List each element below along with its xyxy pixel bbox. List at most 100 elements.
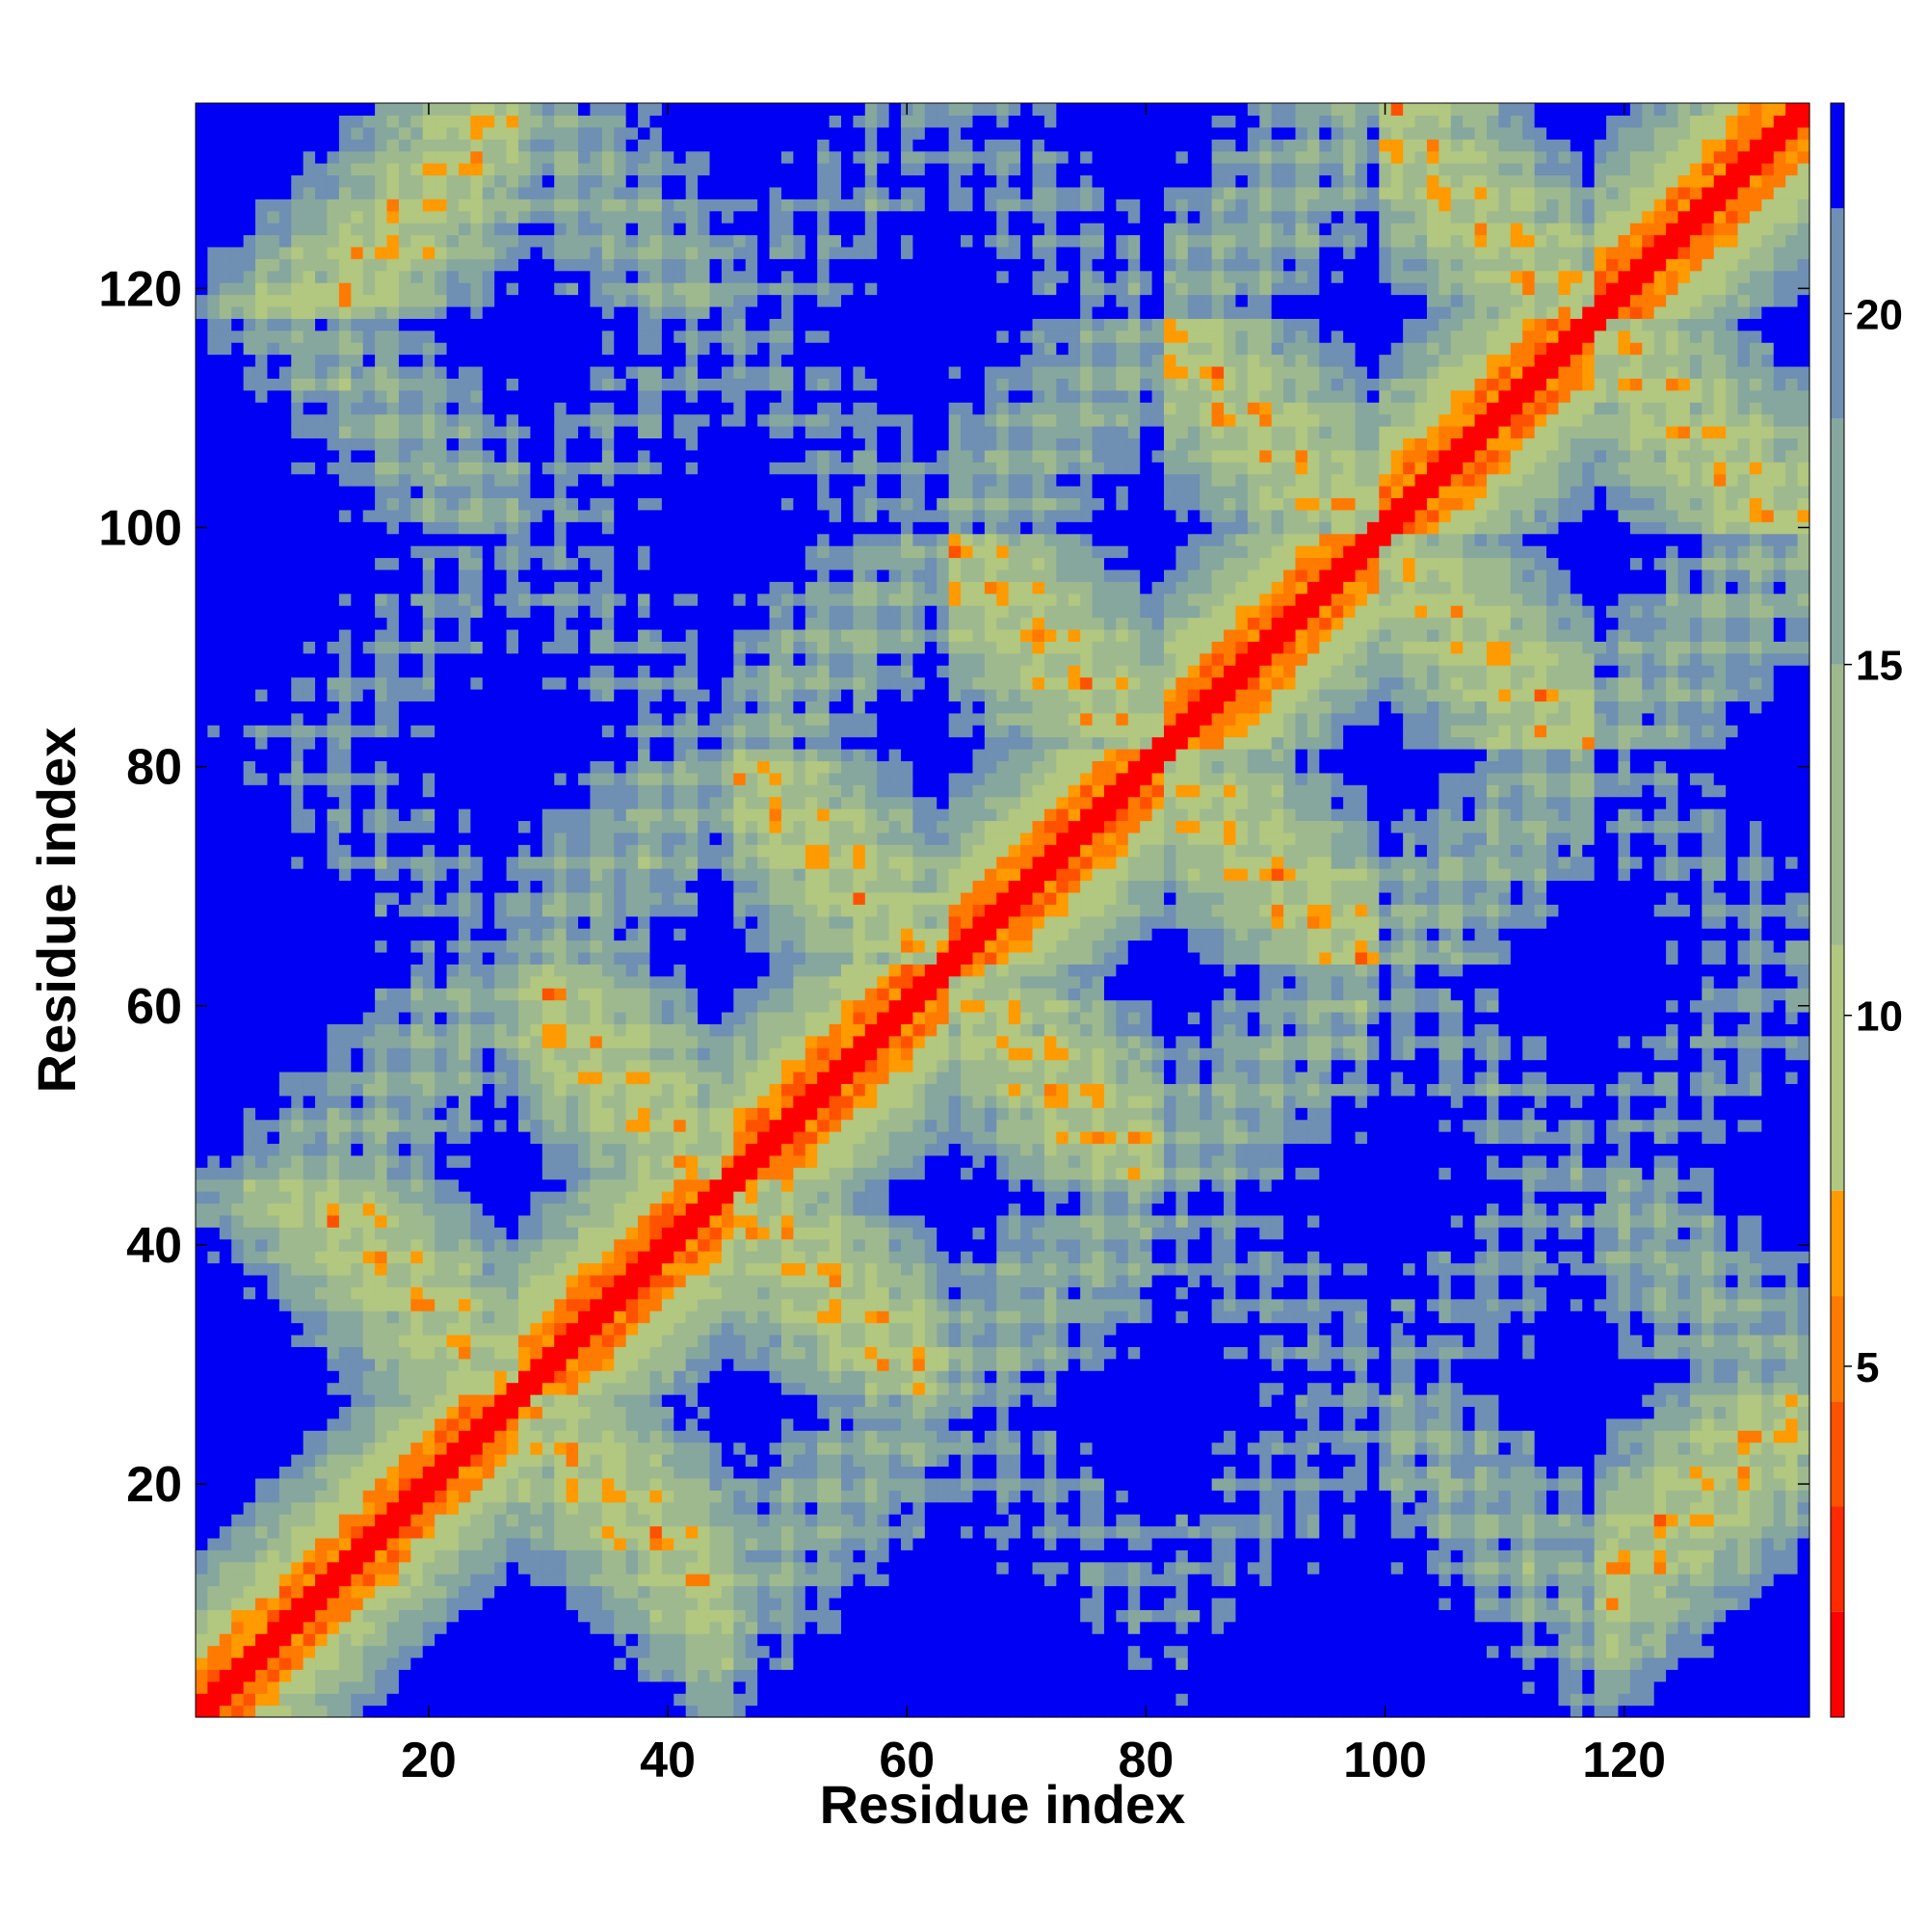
heatmap-cell [566, 246, 579, 259]
heatmap-cell [278, 342, 292, 356]
heatmap-cell [219, 712, 232, 726]
heatmap-cell [207, 1621, 221, 1634]
heatmap-cell [327, 832, 340, 845]
heatmap-cell [458, 1561, 471, 1575]
heatmap-cell [446, 354, 460, 367]
heatmap-cell [351, 318, 364, 331]
heatmap-cell [578, 1549, 592, 1563]
heatmap-cell [482, 557, 495, 570]
heatmap-cell [530, 820, 543, 834]
heatmap-cell [231, 904, 245, 917]
heatmap-cell [386, 641, 400, 654]
heatmap-cell [494, 1537, 508, 1550]
heatmap-cell [458, 282, 471, 296]
heatmap-cell [338, 928, 352, 941]
heatmap-cell [231, 628, 245, 642]
heatmap-cell [398, 497, 411, 511]
heatmap-cell [530, 282, 543, 296]
heatmap-cell [566, 330, 579, 343]
heatmap-cell [614, 1430, 627, 1443]
heatmap-cell [243, 1178, 256, 1192]
heatmap-cell [494, 880, 508, 893]
heatmap-cell [494, 1214, 508, 1228]
heatmap-cell [362, 844, 376, 858]
heatmap-cell [625, 1072, 639, 1085]
heatmap-cell [554, 688, 568, 701]
heatmap-cell [351, 1430, 364, 1443]
heatmap-cell [518, 389, 532, 403]
heatmap-cell [278, 1597, 292, 1610]
heatmap-cell [291, 533, 304, 546]
heatmap-cell [566, 891, 579, 905]
heatmap-cell [458, 844, 471, 858]
heatmap-cell [219, 1633, 232, 1647]
heatmap-cell [446, 617, 460, 630]
heatmap-cell [291, 569, 304, 582]
heatmap-cell [446, 365, 460, 379]
heatmap-cell [303, 198, 316, 212]
heatmap-cell [303, 1561, 316, 1575]
heatmap-cell [315, 1047, 329, 1061]
heatmap-cell [410, 378, 424, 391]
heatmap-cell [566, 1334, 579, 1347]
heatmap-cell [470, 725, 484, 738]
heatmap-cell [386, 1382, 400, 1395]
heatmap-cell [554, 617, 568, 630]
heatmap-cell [291, 856, 304, 869]
heatmap-cell [601, 115, 615, 128]
heatmap-cell [530, 1454, 543, 1468]
heatmap-cell [386, 103, 400, 117]
heatmap-cell [601, 402, 615, 415]
heatmap-cell [566, 772, 579, 785]
heatmap-cell [351, 832, 364, 845]
heatmap-cell [566, 1346, 579, 1360]
heatmap-cell [278, 1227, 292, 1240]
heatmap-cell [255, 223, 269, 236]
heatmap-cell [243, 1669, 256, 1682]
heatmap-cell [267, 1334, 280, 1347]
heatmap-cell [398, 1203, 411, 1216]
heatmap-cell [327, 1274, 340, 1287]
heatmap-cell [494, 1442, 508, 1455]
heatmap-cell [422, 808, 436, 822]
heatmap-cell [196, 1191, 209, 1204]
heatmap-cell [578, 115, 592, 128]
heatmap-cell [398, 1574, 411, 1587]
heatmap-cell [255, 1154, 269, 1168]
heatmap-cell [219, 1454, 232, 1468]
heatmap-cell [458, 999, 471, 1013]
heatmap-cell [541, 139, 555, 152]
heatmap-cell [518, 1525, 532, 1539]
heatmap-cell [590, 915, 603, 929]
heatmap-cell [219, 880, 232, 893]
heatmap-cell [625, 999, 639, 1013]
heatmap-cell [482, 1214, 495, 1228]
heatmap-cell [482, 1143, 495, 1156]
heatmap-cell [386, 712, 400, 726]
heatmap-cell [590, 701, 603, 714]
heatmap-cell [351, 1298, 364, 1311]
heatmap-cell [470, 772, 484, 785]
heatmap-cell [375, 940, 388, 953]
heatmap-cell [554, 150, 568, 164]
heatmap-cell [422, 1095, 436, 1108]
heatmap-cell [458, 736, 471, 750]
heatmap-cell [267, 246, 280, 259]
heatmap-cell [291, 736, 304, 750]
heatmap-cell [207, 1693, 221, 1707]
heatmap-cell [494, 1298, 508, 1311]
heatmap-cell [398, 1322, 411, 1336]
heatmap-cell [541, 688, 555, 701]
heatmap-cell [590, 1262, 603, 1276]
heatmap-cell [566, 868, 579, 882]
heatmap-cell [410, 557, 424, 570]
heatmap-cell [196, 497, 209, 511]
heatmap-cell [231, 342, 245, 356]
heatmap-cell [362, 1370, 376, 1384]
heatmap-cell [291, 1131, 304, 1145]
heatmap-cell [338, 736, 352, 750]
heatmap-cell [207, 736, 221, 750]
heatmap-cell [506, 856, 519, 869]
heatmap-cell [518, 1083, 532, 1097]
heatmap-cell [422, 628, 436, 642]
